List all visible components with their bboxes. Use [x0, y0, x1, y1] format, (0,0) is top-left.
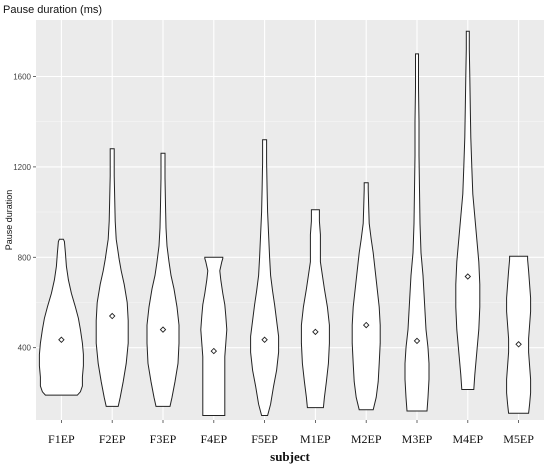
y-tick-label: 1200: [13, 163, 31, 172]
violin-f4ep: [200, 256, 228, 416]
violin-m4ep: [455, 30, 481, 390]
x-tick-label: F5EP: [251, 432, 278, 446]
x-tick-label: M1EP: [300, 432, 331, 446]
mean-marker-f3ep: [159, 326, 167, 333]
x-tick-label: F4EP: [200, 432, 227, 446]
x-tick-label: F2EP: [99, 432, 126, 446]
violin-f1ep: [38, 238, 84, 396]
mean-marker-m1ep: [312, 328, 319, 336]
y-tick-label: 1600: [13, 72, 31, 81]
violin-m3ep: [404, 53, 430, 412]
violin-f3ep: [146, 152, 180, 407]
mean-marker-f1ep: [58, 336, 65, 344]
mean-marker-m3ep: [413, 337, 421, 345]
violin-f5ep: [250, 139, 280, 416]
x-tick-label: M5EP: [503, 432, 534, 446]
mean-marker-f2ep: [108, 312, 116, 320]
mean-marker-f4ep: [210, 347, 218, 355]
x-tick-label: F1EP: [48, 432, 75, 446]
mean-marker-m2ep: [362, 321, 370, 329]
x-tick-label: M4EP: [452, 432, 483, 446]
mean-marker-m4ep: [464, 273, 472, 280]
x-tick-label: F3EP: [150, 432, 177, 446]
x-tick-label: M2EP: [351, 432, 382, 446]
violins: [38, 30, 532, 416]
y-axis-ticks: 400 800 1200 1600: [13, 72, 36, 353]
chart-title: Pause duration (ms): [3, 4, 102, 16]
mean-marker-m5ep: [515, 341, 522, 348]
y-tick-label: 800: [18, 253, 32, 262]
y-axis-label: Pause duration: [4, 190, 14, 251]
violin-m2ep: [351, 182, 381, 411]
violin-m1ep: [300, 209, 330, 409]
x-tick-label: M3EP: [402, 432, 433, 446]
y-tick-label: 400: [18, 344, 32, 353]
violin-f2ep: [95, 148, 129, 407]
violin-m5ep: [506, 255, 532, 414]
x-axis-ticks: F1EP F2EP F3EP F4EP F5EP M1EP M2EP M3EP M4EP M5EP: [48, 420, 534, 446]
mean-marker-f5ep: [261, 336, 268, 344]
x-axis-label: subject: [270, 449, 310, 464]
